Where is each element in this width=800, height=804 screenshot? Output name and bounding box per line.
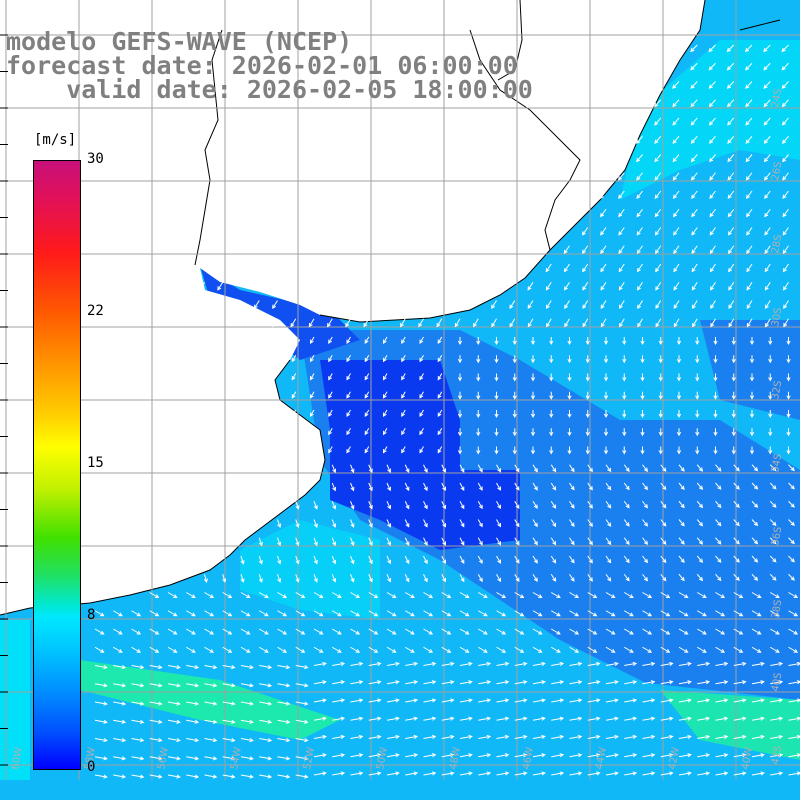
colorbar-tick: 0	[87, 759, 95, 775]
title-block: modelo GEFS-WAVE (NCEP) forecast date: 2…	[6, 30, 533, 102]
colorbar-tick: 15	[87, 455, 104, 471]
valid-date: valid date: 2026-02-05 18:00:00	[6, 78, 533, 102]
colorbar	[33, 160, 81, 770]
colorbar-units: [m/s]	[34, 132, 76, 148]
colorbar-tick: 22	[87, 303, 104, 319]
colorbar-tick: 30	[87, 151, 104, 167]
colorbar-tick: 8	[87, 607, 95, 623]
